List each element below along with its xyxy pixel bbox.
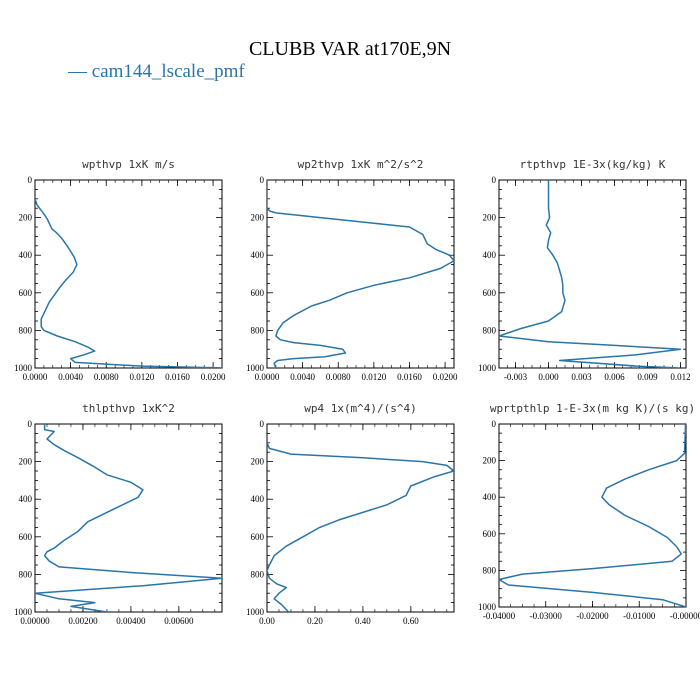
panel-title: wpthvp 1xK m/s	[82, 158, 175, 171]
y-tick-label: 800	[19, 325, 33, 335]
x-tick-label: 0.0160	[397, 372, 422, 382]
plot-frame	[34, 179, 223, 369]
y-tick-label: 800	[251, 569, 265, 579]
y-tick-label: 200	[483, 213, 497, 223]
plot-frame	[266, 179, 455, 369]
series-line	[267, 180, 454, 368]
x-tick-label: -0.03000	[530, 611, 563, 621]
y-tick-label: 200	[19, 213, 33, 223]
x-tick-label: 0.20	[307, 616, 323, 626]
y-tick-label: 600	[483, 529, 497, 539]
panel-title: wprtpthlp 1-E-3x(m kg K)/(s kg)	[490, 402, 695, 415]
panel-6: wprtpthlp 1-E-3x(m kg K)/(s kg) 0 200 400 60…	[478, 402, 700, 621]
y-tick-label: 200	[483, 456, 497, 466]
x-tick-label: 0.40	[355, 616, 371, 626]
x-tick-label: 0.000	[538, 372, 559, 382]
y-tick-label: 0	[28, 175, 33, 185]
y-tick-label: 600	[251, 288, 265, 298]
x-tick-label: 0.00600	[164, 616, 194, 626]
series-line	[267, 442, 454, 612]
y-tick-label: 1000	[246, 363, 265, 373]
x-tick-label: 0.0120	[129, 372, 154, 382]
y-tick-label: 600	[483, 288, 497, 298]
y-tick-label: 200	[19, 457, 33, 467]
y-tick-label: 400	[19, 494, 33, 504]
x-tick-label: 0.00200	[68, 616, 98, 626]
plot-frame	[266, 423, 455, 613]
plot-frame	[34, 423, 223, 613]
y-tick-label: 400	[19, 250, 33, 260]
panel-title: wp4 1x(m^4)/(s^4)	[304, 402, 417, 415]
series-line	[499, 180, 682, 368]
y-tick-label: 1000	[478, 363, 497, 373]
x-tick-label: -0.04000	[483, 611, 516, 621]
panel-2: wp2thvp 1xK m^2/s^2020040060080010000.00…	[246, 158, 458, 382]
x-tick-label: 0.0120	[361, 372, 386, 382]
x-tick-label: 0.0080	[94, 372, 119, 382]
y-tick-label: 1000	[14, 607, 33, 617]
y-tick-label: 1000	[478, 602, 497, 612]
y-tick-label: 400	[483, 250, 497, 260]
y-tick-label: 400	[251, 250, 265, 260]
y-tick-label: 800	[251, 325, 265, 335]
x-tick-label: 0.0200	[433, 372, 458, 382]
series-line	[35, 424, 222, 612]
x-tick-label: 0.003	[571, 372, 592, 382]
legend-entry: — cam144_lscale_pmf	[67, 61, 245, 82]
x-tick-label: 0.012	[670, 372, 690, 382]
y-tick-label: 400	[251, 494, 265, 504]
y-tick-label: 600	[251, 532, 265, 542]
panel-title: rtpthvp 1E-3x(kg/kg) K	[520, 158, 666, 171]
x-tick-label: 0.006	[604, 372, 625, 382]
y-tick-label: 0	[260, 419, 265, 429]
x-tick-label: -0.02000	[576, 611, 609, 621]
y-tick-label: 800	[483, 565, 497, 575]
y-tick-label: 1000	[14, 363, 33, 373]
x-tick-label: 0.0000	[23, 372, 48, 382]
panel-title: wp2thvp 1xK m^2/s^2	[298, 158, 424, 171]
y-tick-label: 0	[492, 419, 497, 429]
y-tick-label: 1000	[246, 607, 265, 617]
y-tick-label: 0	[28, 419, 33, 429]
x-tick-label: -0.003	[504, 372, 528, 382]
x-tick-label: 0.009	[637, 372, 658, 382]
x-tick-label: -0.00000	[670, 611, 700, 621]
panel-3: rtpthvp 1E-3x(kg/kg) K 0 200 400 600 800 1000-…	[478, 158, 691, 382]
y-tick-label: 200	[251, 457, 265, 467]
x-tick-label: 0.0000	[255, 372, 280, 382]
x-tick-label: 0.00400	[116, 616, 146, 626]
y-tick-label: 600	[19, 288, 33, 298]
y-tick-label: 600	[19, 532, 33, 542]
x-tick-label: 0.0040	[290, 372, 315, 382]
x-tick-label: 0.0160	[165, 372, 190, 382]
panel-title: thlpthvp 1xK^2	[82, 402, 175, 415]
y-tick-label: 200	[251, 213, 265, 223]
x-tick-label: 0.00	[259, 616, 275, 626]
plot-frame	[498, 423, 687, 608]
x-tick-label: 0.60	[403, 616, 419, 626]
y-tick-label: 800	[19, 569, 33, 579]
y-tick-label: 0	[260, 175, 265, 185]
series-line	[35, 198, 222, 368]
series-line	[499, 424, 686, 607]
x-tick-label: -0.01000	[623, 611, 656, 621]
x-tick-label: 0.0080	[326, 372, 351, 382]
figure-title: CLUBB VAR at170E,9N	[249, 38, 451, 60]
y-tick-label: 0	[492, 175, 497, 185]
x-tick-label: 0.00000	[20, 616, 50, 626]
y-tick-label: 400	[483, 492, 497, 502]
x-tick-label: 0.0040	[58, 372, 83, 382]
x-tick-label: 0.0200	[201, 372, 226, 382]
y-tick-label: 800	[483, 325, 497, 335]
